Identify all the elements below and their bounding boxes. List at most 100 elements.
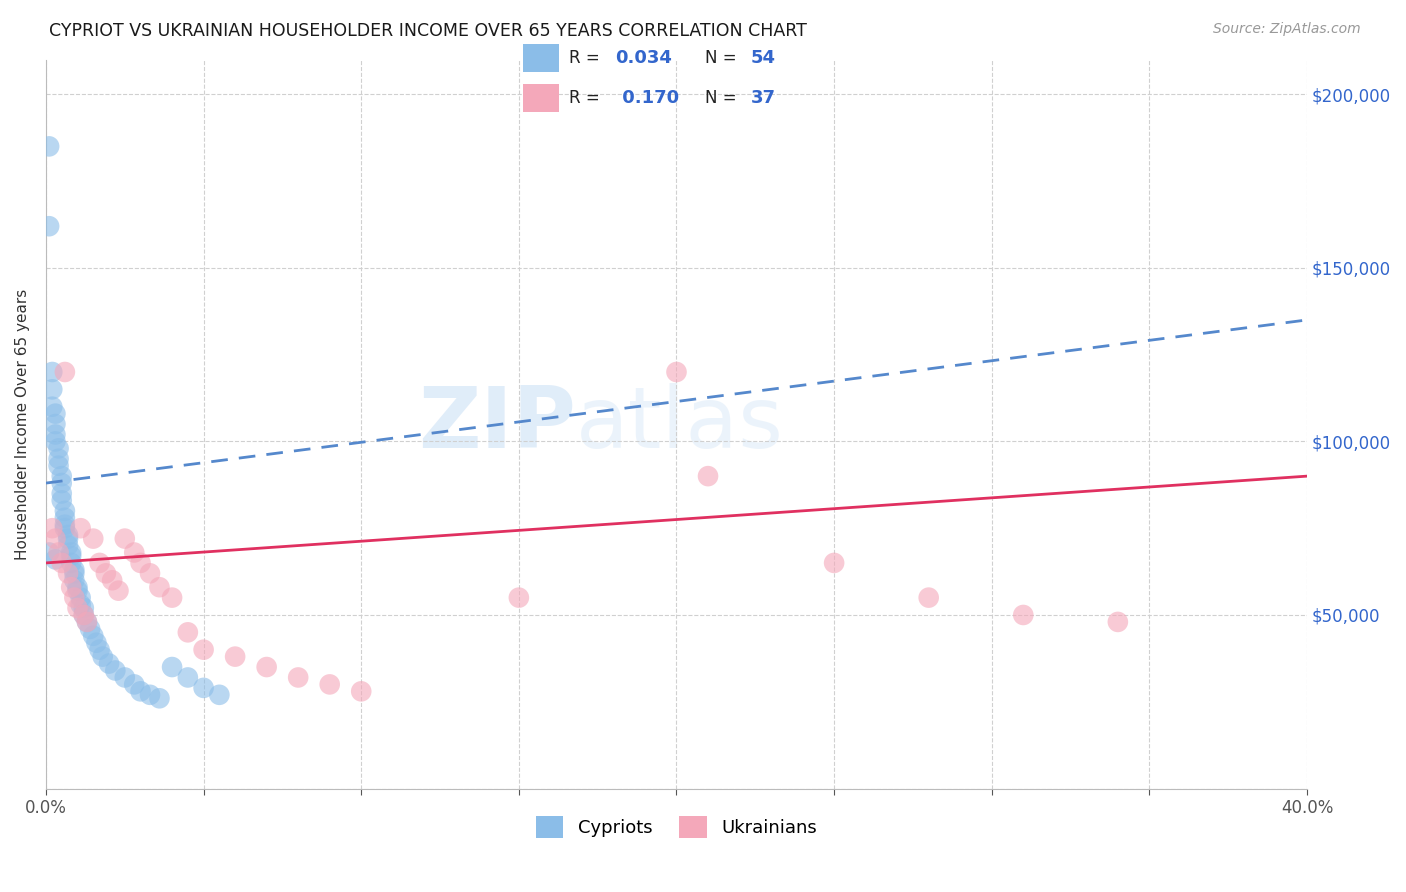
Point <box>508 591 530 605</box>
Text: 0.170: 0.170 <box>616 89 679 107</box>
Point <box>122 545 145 559</box>
Point <box>60 545 83 559</box>
Point <box>73 601 96 615</box>
Point <box>82 532 104 546</box>
Point <box>48 458 70 473</box>
Point <box>76 615 98 629</box>
Point <box>44 427 66 442</box>
Point <box>287 670 309 684</box>
Point <box>73 607 96 622</box>
Point <box>63 574 86 588</box>
Point <box>94 566 117 581</box>
Point <box>148 691 170 706</box>
Point <box>148 580 170 594</box>
Point <box>63 566 86 581</box>
Point <box>51 556 73 570</box>
Point <box>56 539 79 553</box>
Text: Source: ZipAtlas.com: Source: ZipAtlas.com <box>1213 22 1361 37</box>
Point <box>66 580 89 594</box>
Point <box>60 549 83 563</box>
Point <box>129 684 152 698</box>
Point <box>193 642 215 657</box>
Point <box>86 636 108 650</box>
Point <box>53 510 76 524</box>
Point <box>60 580 83 594</box>
Point <box>51 486 73 500</box>
Point <box>665 365 688 379</box>
Point <box>104 664 127 678</box>
Point <box>697 469 720 483</box>
Point <box>318 677 340 691</box>
Point <box>41 400 63 414</box>
Bar <box>523 85 560 112</box>
Point <box>160 591 183 605</box>
Point <box>73 607 96 622</box>
Point <box>51 469 73 483</box>
Point <box>139 566 162 581</box>
Point <box>41 521 63 535</box>
Point <box>89 642 111 657</box>
Point <box>139 688 162 702</box>
Point <box>48 451 70 466</box>
Text: N =: N = <box>704 89 737 107</box>
Text: 54: 54 <box>751 49 776 67</box>
Point <box>38 139 60 153</box>
Point <box>160 660 183 674</box>
Y-axis label: Householder Income Over 65 years: Householder Income Over 65 years <box>15 288 30 559</box>
Point <box>114 670 136 684</box>
Point <box>122 677 145 691</box>
Point <box>193 681 215 695</box>
Point <box>69 591 91 605</box>
Point <box>53 504 76 518</box>
Point <box>56 566 79 581</box>
Legend: Cypriots, Ukrainians: Cypriots, Ukrainians <box>529 809 824 845</box>
Point <box>66 601 89 615</box>
Point <box>91 649 114 664</box>
Point <box>823 556 845 570</box>
Point <box>98 657 121 671</box>
Point <box>38 219 60 234</box>
Point <box>69 521 91 535</box>
Point <box>48 545 70 559</box>
Point <box>53 365 76 379</box>
Text: 0.034: 0.034 <box>616 49 672 67</box>
Text: 37: 37 <box>751 89 776 107</box>
Point <box>918 591 941 605</box>
Point <box>1107 615 1129 629</box>
Point <box>48 442 70 456</box>
Point <box>101 574 124 588</box>
Point <box>44 434 66 449</box>
Point <box>56 528 79 542</box>
Point <box>69 598 91 612</box>
Point <box>63 591 86 605</box>
Point <box>129 556 152 570</box>
Point <box>208 688 231 702</box>
Point <box>66 583 89 598</box>
Point <box>256 660 278 674</box>
Point <box>82 629 104 643</box>
Text: N =: N = <box>704 49 737 67</box>
Text: R =: R = <box>569 49 600 67</box>
Point <box>41 382 63 396</box>
Text: CYPRIOT VS UKRAINIAN HOUSEHOLDER INCOME OVER 65 YEARS CORRELATION CHART: CYPRIOT VS UKRAINIAN HOUSEHOLDER INCOME … <box>49 22 807 40</box>
Point <box>38 545 60 559</box>
Point <box>114 532 136 546</box>
Point <box>177 625 200 640</box>
Point <box>44 552 66 566</box>
Point <box>56 532 79 546</box>
Point <box>44 407 66 421</box>
Text: atlas: atlas <box>575 383 783 466</box>
Point <box>53 517 76 532</box>
Point <box>63 563 86 577</box>
Bar <box>523 45 560 71</box>
Point <box>44 417 66 431</box>
Point <box>76 615 98 629</box>
Point <box>41 365 63 379</box>
Point <box>53 521 76 535</box>
Point <box>350 684 373 698</box>
Point <box>44 532 66 546</box>
Point <box>51 476 73 491</box>
Text: R =: R = <box>569 89 600 107</box>
Point <box>107 583 129 598</box>
Point <box>60 556 83 570</box>
